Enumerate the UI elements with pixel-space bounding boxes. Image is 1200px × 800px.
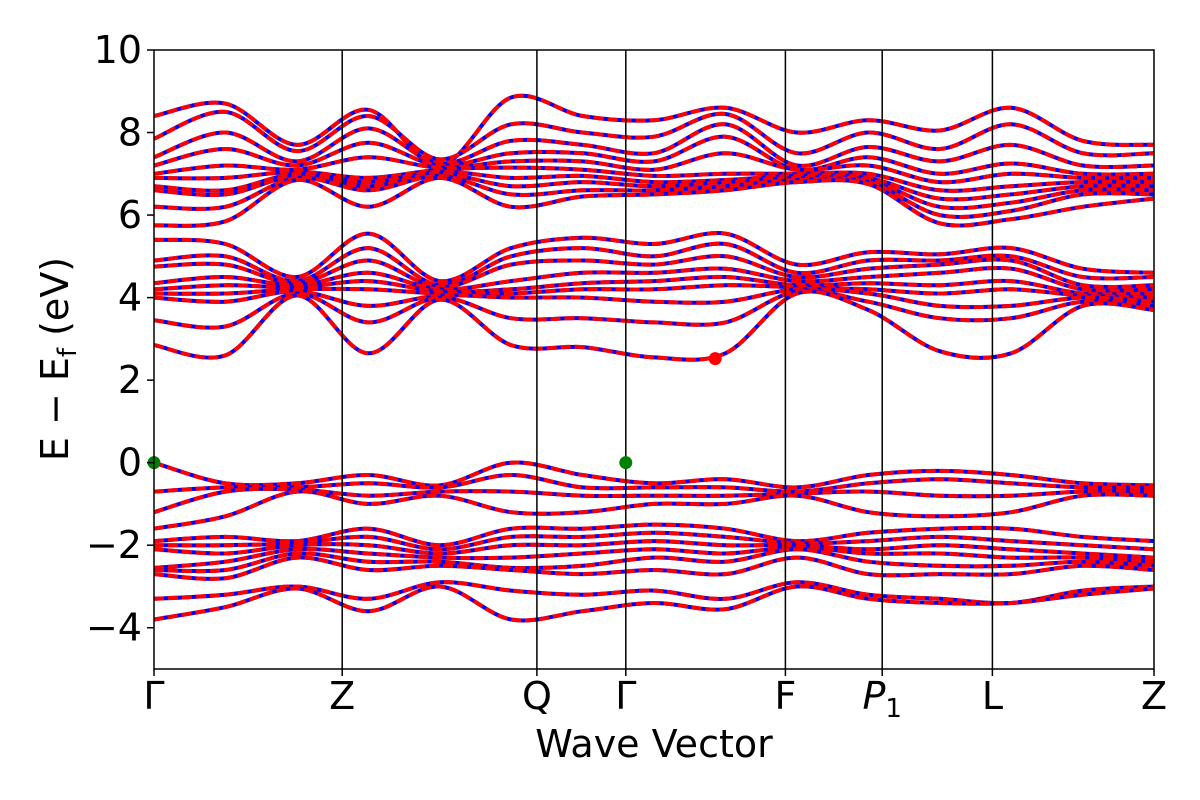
band-line-spin-down bbox=[154, 545, 1154, 570]
band-line-spin-up bbox=[154, 169, 1154, 202]
band-line-spin-down bbox=[154, 530, 1154, 552]
band-12 bbox=[154, 254, 1154, 290]
y-tick-label: 10 bbox=[94, 28, 142, 72]
band-15 bbox=[154, 283, 1154, 300]
band-22 bbox=[154, 489, 1154, 531]
band-4 bbox=[154, 151, 1154, 185]
band-line-spin-down bbox=[154, 486, 1154, 515]
band-25 bbox=[154, 539, 1154, 560]
band-line-spin-up bbox=[154, 241, 1154, 288]
band-line-spin-up bbox=[154, 489, 1154, 531]
band-16 bbox=[154, 286, 1154, 310]
x-tick-label: Q bbox=[522, 674, 552, 718]
band-19 bbox=[154, 460, 1154, 490]
markers-layer bbox=[147, 352, 722, 470]
band-10 bbox=[154, 231, 1154, 284]
x-tick-label: Γ bbox=[143, 674, 164, 718]
band-line-spin-up bbox=[154, 175, 1154, 228]
kpoint-lines bbox=[341, 50, 994, 669]
band-29 bbox=[154, 580, 1154, 606]
band-line-spin-up bbox=[154, 555, 1154, 581]
band-18 bbox=[154, 289, 1154, 362]
band-3 bbox=[154, 134, 1154, 177]
y-tick-label: 4 bbox=[118, 276, 142, 320]
band-28 bbox=[154, 555, 1154, 581]
band-11 bbox=[154, 241, 1154, 288]
band-line-spin-up bbox=[154, 289, 1154, 362]
band-line-spin-up bbox=[154, 93, 1154, 168]
band-13 bbox=[154, 265, 1154, 293]
x-tick-label: Γ bbox=[615, 674, 636, 718]
band-14 bbox=[154, 274, 1154, 297]
y-tick-label: 0 bbox=[118, 441, 142, 485]
band-27 bbox=[154, 547, 1154, 574]
band-line-spin-down bbox=[154, 283, 1154, 300]
cbm-marker bbox=[708, 352, 722, 366]
x-tick-label: Z bbox=[329, 674, 355, 718]
band-5 bbox=[154, 165, 1154, 193]
band-line-spin-up bbox=[154, 286, 1154, 310]
x-axis-ticks: Γ Z Q Γ F P1 L Z bbox=[143, 669, 1167, 724]
band-line-spin-down bbox=[154, 580, 1154, 606]
band-line-spin-up bbox=[154, 151, 1154, 185]
y-tick-label: 8 bbox=[118, 111, 142, 155]
band-2 bbox=[154, 122, 1154, 170]
band-line-spin-up bbox=[154, 109, 1154, 162]
band-6 bbox=[154, 169, 1154, 202]
band-line-spin-down bbox=[154, 539, 1154, 560]
bands-layer bbox=[154, 93, 1154, 623]
band-8 bbox=[154, 173, 1154, 219]
band-23 bbox=[154, 522, 1154, 548]
y-tick-label: 2 bbox=[118, 358, 142, 402]
band-9 bbox=[154, 175, 1154, 228]
band-line-spin-down bbox=[154, 472, 1154, 494]
band-24 bbox=[154, 530, 1154, 552]
band-30 bbox=[154, 584, 1154, 623]
band-line-spin-up bbox=[154, 171, 1154, 211]
band-line-spin-up bbox=[154, 522, 1154, 548]
band-17 bbox=[154, 288, 1154, 330]
vbm-marker bbox=[619, 456, 633, 470]
x-tick-label: F bbox=[774, 674, 796, 718]
band-21 bbox=[154, 486, 1154, 515]
band-line-spin-up bbox=[154, 460, 1154, 490]
y-tick-label: 6 bbox=[118, 193, 142, 237]
band-line-spin-up bbox=[154, 231, 1154, 284]
band-0 bbox=[154, 93, 1154, 168]
band-line-spin-up bbox=[154, 547, 1154, 574]
band-line-spin-up bbox=[154, 134, 1154, 177]
band-line-spin-up bbox=[154, 254, 1154, 290]
y-axis-label-subscript: f bbox=[53, 347, 83, 357]
x-tick-label: P1 bbox=[862, 674, 901, 724]
band-line-spin-up bbox=[154, 173, 1154, 219]
y-tick-label: −4 bbox=[86, 606, 142, 650]
band-line-spin-down bbox=[154, 274, 1154, 297]
band-20 bbox=[154, 472, 1154, 494]
band-line-spin-up bbox=[154, 288, 1154, 330]
y-axis-label: E − Ef (eV) bbox=[33, 257, 83, 461]
y-axis-ticks: 10 8 6 4 2 0 −2 −4 bbox=[86, 28, 154, 650]
y-axis-label-suffix: (eV) bbox=[33, 257, 77, 348]
plot-frame bbox=[153, 49, 1155, 670]
band-1 bbox=[154, 109, 1154, 162]
x-axis-label: Wave Vector bbox=[535, 722, 773, 766]
band-line-spin-up bbox=[154, 265, 1154, 293]
x-tick-label: L bbox=[982, 674, 1003, 718]
band-26 bbox=[154, 545, 1154, 570]
band-line-spin-up bbox=[154, 122, 1154, 170]
y-tick-label: −2 bbox=[86, 523, 142, 567]
x-tick-label: Z bbox=[1141, 674, 1167, 718]
band-line-spin-down bbox=[154, 165, 1154, 193]
band-line-spin-up bbox=[154, 584, 1154, 623]
y-axis-label-prefix: E − E bbox=[33, 357, 77, 461]
